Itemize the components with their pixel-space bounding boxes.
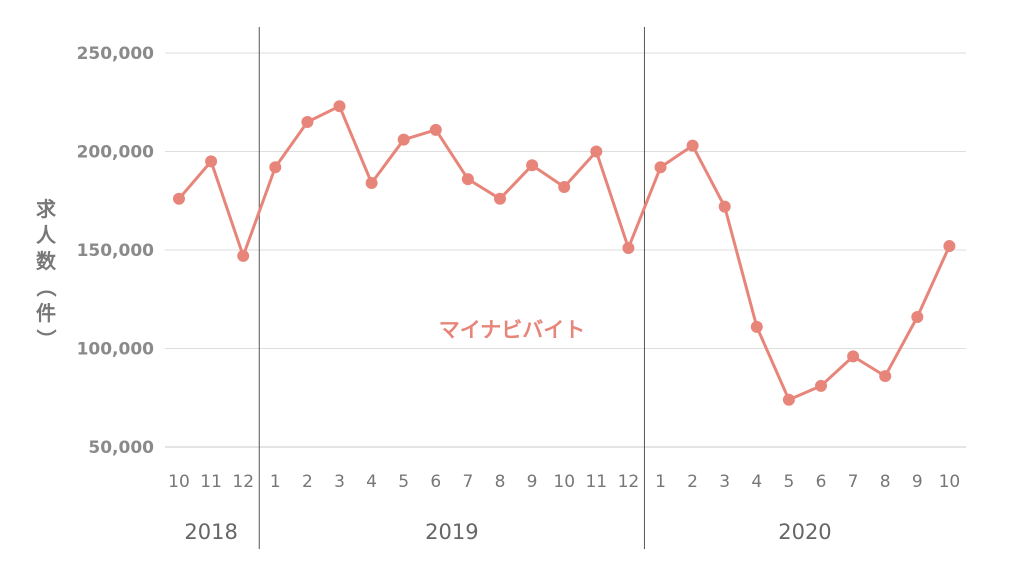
data-point	[622, 242, 635, 255]
x-tick-label: 2	[687, 472, 698, 492]
x-tick-label: 11	[585, 472, 607, 492]
data-point	[558, 180, 571, 193]
year-label: 2018	[184, 520, 237, 544]
x-tick-label: 9	[912, 472, 923, 492]
data-point	[365, 177, 378, 190]
data-point	[237, 249, 250, 262]
data-point	[654, 161, 667, 174]
x-tick-label: 8	[495, 472, 506, 492]
data-point	[461, 173, 474, 186]
data-point	[879, 370, 892, 383]
y-tick-label: 200,000	[77, 143, 155, 163]
x-tick-labels: 10 11 12 1 2 3 4 5 6 7 8 9 10 11 12 1 2 3 4 5 6 7 8 9 10	[168, 472, 960, 492]
data-point	[911, 310, 924, 323]
data-point	[782, 393, 795, 406]
data-point	[718, 200, 731, 213]
x-tick-label: 8	[880, 472, 891, 492]
x-tick-label: 1	[270, 472, 281, 492]
data-point	[494, 192, 506, 205]
x-tick-label: 5	[398, 472, 409, 492]
year-labels: 2018 2019 2020	[184, 520, 831, 544]
y-tick-label: 50,000	[88, 438, 154, 458]
y-tick-label: 100,000	[77, 340, 155, 360]
data-point	[173, 192, 185, 205]
grid-lines	[165, 52, 966, 448]
series-line	[177, 104, 951, 402]
x-tick-label: 1	[655, 472, 666, 492]
data-point	[269, 161, 282, 174]
y-axis-label-char: 数	[36, 249, 57, 273]
x-tick-label: 4	[366, 472, 377, 492]
x-tick-label: 3	[334, 472, 345, 492]
x-tick-label: 9	[527, 472, 538, 492]
series-label: マイナビバイト	[439, 318, 586, 342]
data-point	[943, 240, 956, 253]
x-tick-label: 4	[751, 472, 762, 492]
x-tick-label: 3	[719, 472, 730, 492]
y-tick-label: 250,000	[77, 44, 155, 64]
y-tick-label: 150,000	[77, 241, 155, 261]
x-tick-label: 10	[553, 472, 575, 492]
y-axis-label-char: ）	[34, 329, 58, 349]
x-tick-label: 2	[302, 472, 313, 492]
x-tick-label: 10	[168, 472, 190, 492]
x-tick-label: 6	[816, 472, 827, 492]
data-point	[333, 100, 346, 113]
y-tick-labels: 250,000 200,000 150,000 100,000 50,000	[77, 44, 155, 458]
y-axis-label-char: 人	[36, 223, 57, 247]
x-tick-label: 12	[618, 472, 640, 492]
x-tick-label: 12	[232, 472, 254, 492]
data-point	[847, 350, 860, 363]
data-point	[526, 159, 539, 172]
x-tick-label: 6	[430, 472, 441, 492]
x-tick-label: 7	[848, 472, 859, 492]
x-tick-label: 10	[939, 472, 961, 492]
data-point	[301, 115, 314, 128]
y-axis-label-char: 求	[36, 197, 57, 221]
data-point	[205, 155, 218, 168]
year-label: 2020	[778, 520, 831, 544]
data-point	[815, 379, 827, 392]
year-label: 2019	[425, 520, 478, 544]
series-group	[173, 100, 956, 406]
y-axis-label: 求人数 （ 件 ）	[34, 197, 58, 349]
x-tick-label: 11	[200, 472, 222, 492]
data-point	[590, 145, 603, 158]
year-dividers	[258, 27, 645, 549]
y-axis-label-char: 件	[36, 301, 56, 325]
data-point	[750, 320, 763, 333]
data-point	[397, 133, 410, 146]
data-point	[686, 139, 699, 152]
data-point	[429, 123, 442, 136]
x-tick-label: 7	[462, 472, 473, 492]
x-tick-label: 5	[783, 472, 794, 492]
y-axis-label-char: （	[34, 277, 58, 297]
